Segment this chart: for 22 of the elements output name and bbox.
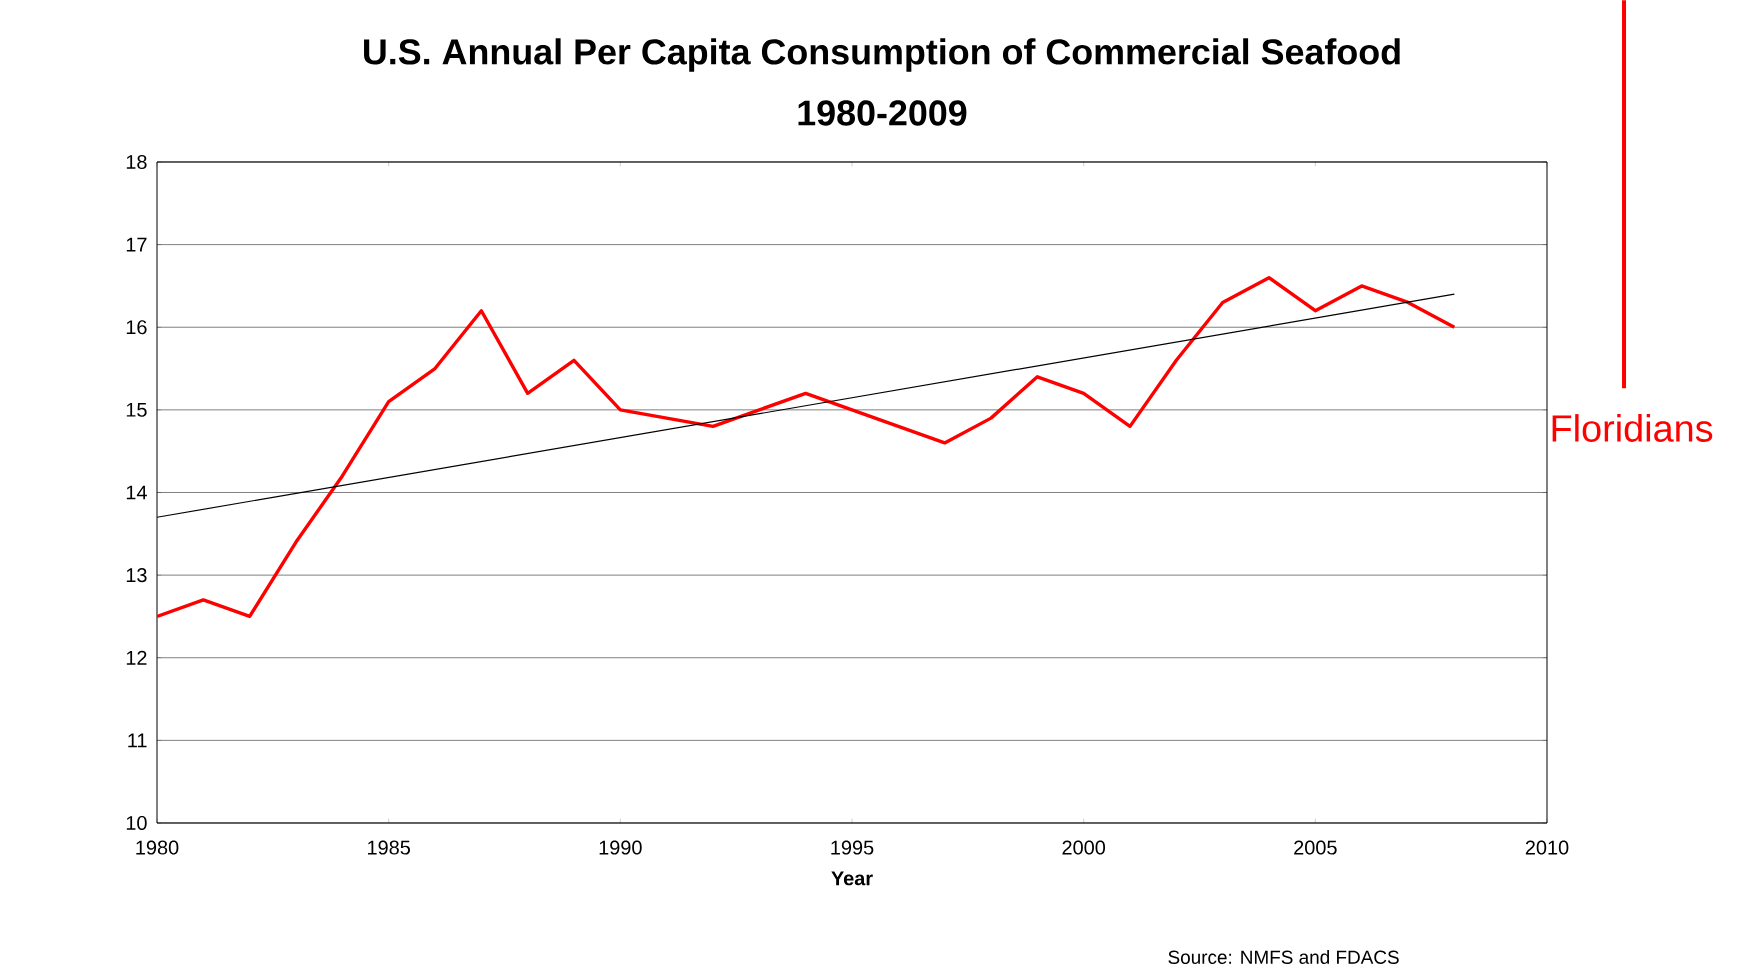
x-tick-label: 1980 xyxy=(136,840,179,855)
x-tick-label: 2010 xyxy=(1525,840,1569,855)
x-axis-title: Year xyxy=(831,871,873,886)
y-tick-label: 10 xyxy=(126,815,147,831)
line-series xyxy=(157,275,1457,619)
source-note: Source: NMFS and FDACS xyxy=(1168,950,1399,964)
x-tick-label: 2005 xyxy=(1294,840,1337,855)
chart-title: U.S. Annual Per Capita Consumption of Commercial Seafood xyxy=(364,38,1400,72)
y-tick-label: 12 xyxy=(126,650,147,665)
y-tick-label: 11 xyxy=(128,733,147,748)
x-tick-label: 2000 xyxy=(1062,840,1106,855)
y-tick-label: 17 xyxy=(126,237,147,252)
y-tick-label: 13 xyxy=(126,568,147,583)
x-tick-label: 1990 xyxy=(599,840,642,855)
x-tick-label: 1995 xyxy=(831,840,874,855)
y-tick-label: 18 xyxy=(126,154,147,170)
y-tick-label: 14 xyxy=(126,485,147,500)
y-tick-label: 16 xyxy=(126,320,147,335)
y-tick-label: 15 xyxy=(126,402,147,417)
x-tick-label: 1985 xyxy=(368,840,410,855)
text: Floridians xyxy=(1552,414,1713,442)
chart-subtitle: 1980-2009 xyxy=(798,100,967,126)
